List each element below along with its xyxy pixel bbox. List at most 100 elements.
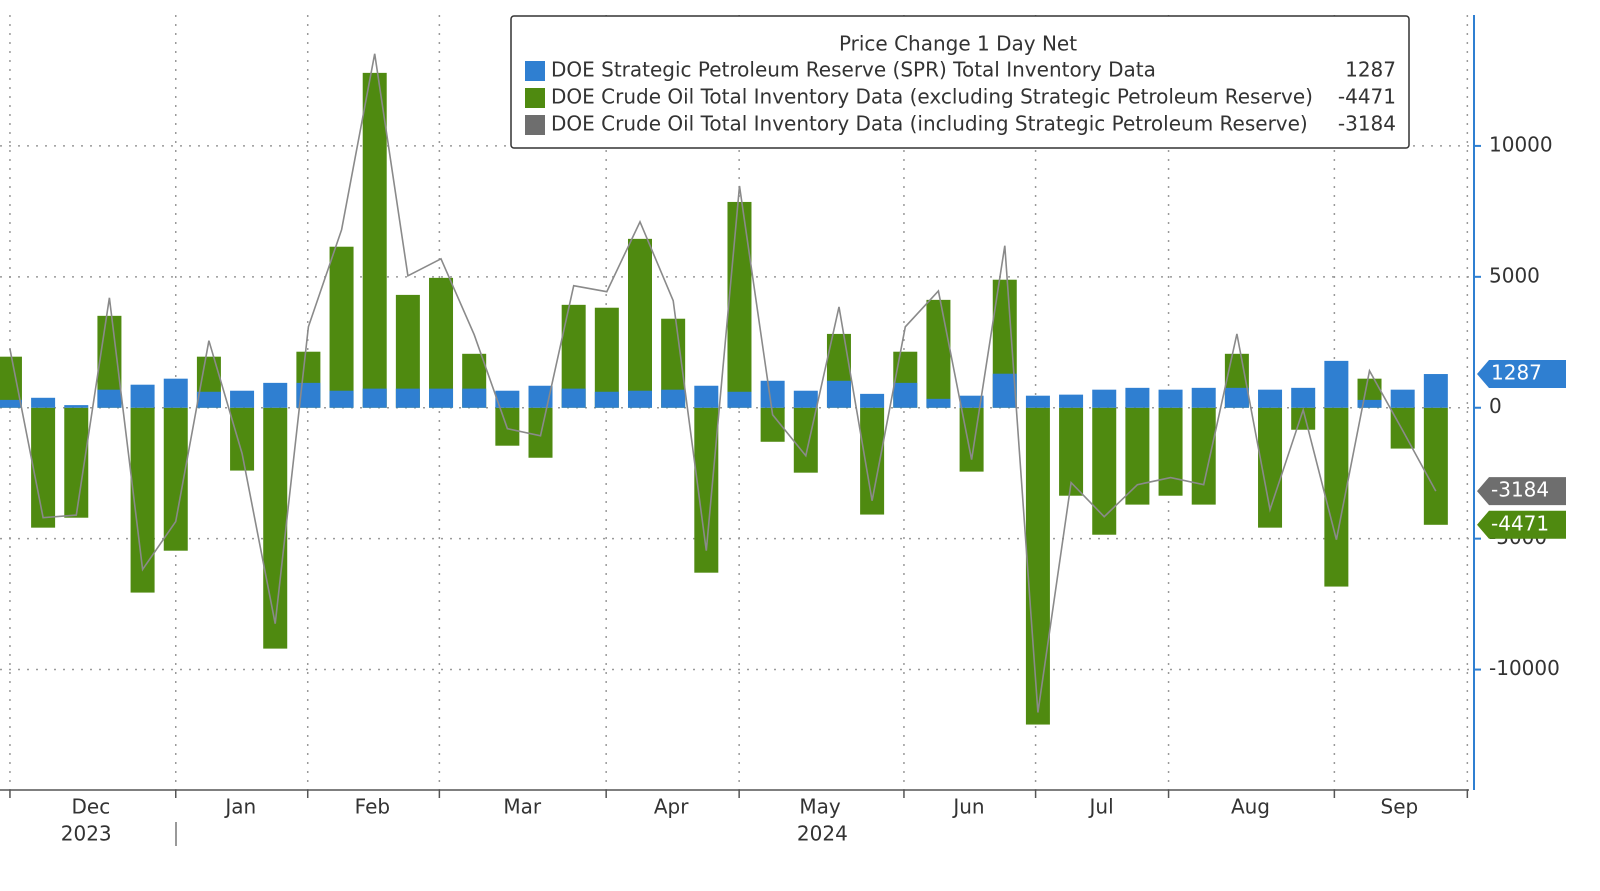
- bar: [230, 407, 255, 471]
- year-label: 2024: [797, 822, 848, 846]
- bar: [1059, 407, 1084, 496]
- bar: [495, 390, 520, 408]
- x-tick-label: Sep: [1381, 795, 1419, 819]
- legend-label: DOE Crude Oil Total Inventory Data (excl…: [551, 85, 1313, 109]
- bar: [1025, 407, 1050, 725]
- tag-label: 1287: [1491, 361, 1542, 385]
- bar: [0, 356, 22, 408]
- x-tick-label: Dec: [72, 795, 111, 819]
- y-tick-label: 0: [1489, 394, 1502, 418]
- bar: [31, 397, 56, 408]
- legend-label: DOE Strategic Petroleum Reserve (SPR) To…: [551, 58, 1156, 82]
- bar: [263, 407, 288, 649]
- legend-title: Price Change 1 Day Net: [839, 32, 1077, 56]
- x-tick-label: Jan: [223, 795, 256, 819]
- x-tick-label: Mar: [503, 795, 542, 819]
- bar: [627, 390, 652, 408]
- bar: [1224, 387, 1249, 408]
- bar: [64, 405, 89, 408]
- bar: [395, 388, 420, 408]
- legend-value: 1287: [1345, 58, 1396, 82]
- bar: [760, 380, 785, 408]
- y-tick-label: 10000: [1489, 132, 1553, 156]
- bar: [1092, 389, 1117, 408]
- last-value-tag: 1287: [1477, 360, 1566, 389]
- tag-shape: [1477, 510, 1566, 539]
- legend-value: -3184: [1338, 112, 1396, 136]
- bar: [1191, 407, 1216, 505]
- x-tick-label: Feb: [355, 795, 390, 819]
- bar: [627, 238, 652, 408]
- bar: [1258, 389, 1283, 408]
- last-value-tag: -3184: [1477, 477, 1566, 506]
- y-tick-label: 5000: [1489, 263, 1540, 287]
- legend-value: -4471: [1338, 85, 1396, 109]
- bar: [727, 201, 752, 408]
- bar: [1158, 389, 1183, 408]
- bar: [1291, 387, 1316, 408]
- bar: [362, 72, 387, 408]
- bar: [163, 378, 188, 408]
- x-tick-label: Jul: [1088, 795, 1114, 819]
- last-value-tag: -4471: [1477, 510, 1566, 539]
- legend-label: DOE Crude Oil Total Inventory Data (incl…: [551, 112, 1308, 136]
- bar: [1357, 399, 1382, 408]
- x-tick-label: Jun: [951, 795, 984, 819]
- bar: [727, 391, 752, 408]
- bar: [1191, 387, 1216, 408]
- bar: [528, 385, 553, 408]
- bar: [429, 277, 454, 408]
- bar: [594, 307, 619, 408]
- bar: [561, 388, 586, 408]
- bar: [1324, 360, 1349, 408]
- bar: [1423, 407, 1448, 525]
- tag-shape: [1477, 477, 1566, 506]
- bar: [362, 388, 387, 408]
- bar: [594, 391, 619, 408]
- bar: [1025, 395, 1050, 408]
- bar: [1125, 387, 1150, 408]
- bar: [793, 390, 818, 408]
- bar: [97, 389, 122, 408]
- bar: [196, 391, 221, 408]
- legend-swatch: [525, 115, 545, 135]
- bar: [893, 382, 918, 408]
- bar: [860, 393, 885, 408]
- legend-swatch: [525, 88, 545, 108]
- bar: [0, 399, 22, 408]
- bar: [826, 380, 851, 408]
- bar: [230, 390, 255, 408]
- bar: [1059, 394, 1084, 408]
- line: [9, 53, 1437, 713]
- bar: [1423, 374, 1448, 408]
- bar: [694, 385, 719, 408]
- bar: [1092, 407, 1117, 535]
- legend-box: [510, 15, 1410, 149]
- x-tick-label: May: [799, 795, 841, 819]
- bar: [992, 373, 1017, 408]
- bar: [926, 299, 951, 408]
- tag-shape: [1477, 360, 1566, 389]
- bar: [1291, 407, 1316, 430]
- bar: [130, 384, 155, 408]
- tag-label: -3184: [1491, 478, 1549, 502]
- bar: [1158, 407, 1183, 496]
- bar: [429, 388, 454, 408]
- x-tick-label: Aug: [1231, 795, 1270, 819]
- legend-swatch: [525, 61, 545, 81]
- bar: [1125, 407, 1150, 505]
- tag-label: -4471: [1491, 511, 1549, 535]
- bar: [959, 395, 984, 408]
- y-tick-label: -10000: [1489, 656, 1560, 680]
- bar: [263, 382, 288, 408]
- bar: [462, 388, 487, 408]
- bar: [31, 407, 56, 528]
- bar: [661, 389, 686, 408]
- bar: [329, 390, 354, 408]
- year-label: 2023: [61, 822, 112, 846]
- x-tick-label: Apr: [654, 795, 689, 819]
- bar: [1390, 389, 1415, 408]
